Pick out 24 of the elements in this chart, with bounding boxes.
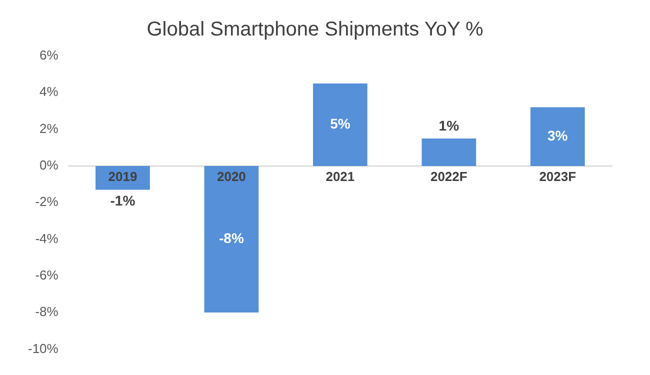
bar: [312, 83, 368, 166]
y-tick-label: -10%: [28, 340, 59, 356]
data-label: 3%: [548, 127, 568, 144]
y-tick-label: 0%: [40, 158, 59, 173]
y-tick-label: 2%: [40, 120, 59, 136]
data-label: 5%: [330, 116, 351, 132]
y-tick-label: -2%: [35, 194, 59, 210]
bar: [530, 107, 585, 166]
y-tick-label: 4%: [40, 84, 59, 100]
y-tick-label: -4%: [35, 230, 59, 246]
y-tick-label: -6%: [35, 267, 59, 282]
x-tick-label: 2023F: [539, 169, 576, 184]
y-tick-label: 6%: [40, 48, 59, 63]
x-tick-label: 2019: [108, 169, 138, 184]
chart-title: Global Smartphone Shipments YoY %: [146, 18, 484, 41]
x-tick-label: 2021: [326, 169, 355, 184]
bar: [204, 166, 259, 313]
y-tick-label: -8%: [35, 304, 59, 320]
data-label: 1%: [438, 117, 460, 134]
x-tick-label: 2022F: [430, 169, 468, 184]
data-label: -1%: [110, 192, 136, 209]
bar: [422, 138, 476, 166]
x-tick-label: 2020: [216, 169, 246, 184]
data-label: -8%: [218, 230, 244, 246]
